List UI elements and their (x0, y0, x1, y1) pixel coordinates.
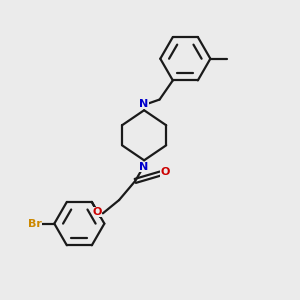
Text: N: N (140, 162, 149, 172)
Text: O: O (93, 207, 102, 217)
Text: Br: Br (28, 219, 42, 229)
Text: O: O (160, 167, 169, 177)
Text: N: N (140, 99, 149, 109)
